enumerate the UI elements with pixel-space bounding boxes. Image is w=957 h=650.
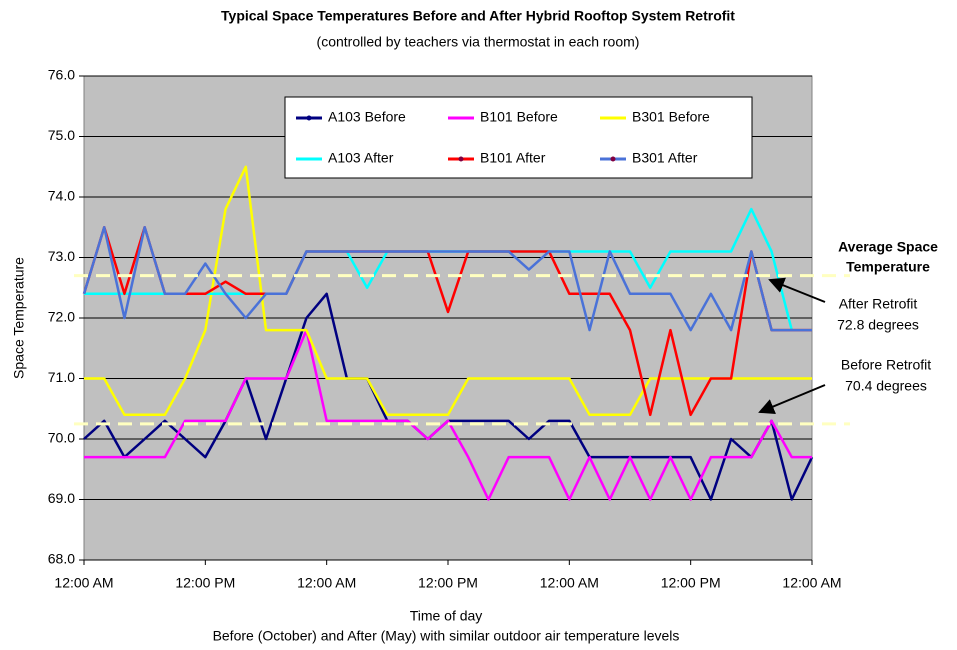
legend: A103 Before B101 Before B301 Before A103 Af… bbox=[296, 109, 710, 166]
annotation: After Retrofit bbox=[839, 296, 918, 312]
reference-lines bbox=[74, 274, 850, 426]
legend-label: A103 Before bbox=[328, 109, 406, 125]
y-tick-label: 75.0 bbox=[48, 127, 75, 143]
legend-label: B101 Before bbox=[480, 109, 558, 125]
chart-subtitle: (controlled by teachers via thermostat i… bbox=[317, 34, 640, 50]
chart-title: Typical Space Temperatures Before and Af… bbox=[221, 8, 735, 24]
y-tick-label: 69.0 bbox=[48, 490, 75, 506]
x-tick-label: 12:00 PM bbox=[418, 575, 478, 591]
x-axis-label: Time of day bbox=[410, 608, 483, 624]
x-axis-sublabel: Before (October) and After (May) with si… bbox=[213, 628, 680, 644]
annotation: Temperature bbox=[846, 259, 930, 275]
x-tick-label: 12:00 AM bbox=[540, 575, 599, 591]
annotation: 72.8 degrees bbox=[837, 317, 919, 333]
series-line bbox=[84, 328, 812, 501]
annotations: Average Space Temperature After Retrofit 72… bbox=[837, 239, 938, 394]
x-tick-label: 12:00 AM bbox=[54, 575, 113, 591]
y-tick-label: 72.0 bbox=[48, 309, 75, 325]
series-line bbox=[82, 226, 812, 417]
y-axis-label: Space Temperature bbox=[11, 257, 27, 379]
series-line bbox=[82, 226, 812, 332]
legend-label: B301 Before bbox=[632, 109, 710, 125]
legend-label: B101 After bbox=[480, 150, 546, 166]
legend-marker bbox=[306, 115, 312, 121]
legend-label: B301 After bbox=[632, 150, 698, 166]
x-tick-label: 12:00 AM bbox=[297, 575, 356, 591]
legend-box bbox=[284, 96, 753, 179]
arrow bbox=[758, 384, 826, 415]
y-tick-label: 74.0 bbox=[48, 188, 75, 204]
y-tick-label: 76.0 bbox=[48, 67, 75, 83]
legend-label: A103 After bbox=[328, 150, 394, 166]
annotation: 70.4 degrees bbox=[845, 378, 927, 394]
y-tick-label: 68.0 bbox=[48, 551, 75, 567]
arrow bbox=[768, 277, 826, 303]
annotation: Average Space bbox=[838, 239, 938, 255]
y-tick-label: 73.0 bbox=[48, 248, 75, 264]
annotation: Before Retrofit bbox=[841, 357, 931, 373]
x-tick-label: 12:00 PM bbox=[661, 575, 721, 591]
legend-marker bbox=[458, 156, 464, 162]
y-tick-label: 70.0 bbox=[48, 430, 75, 446]
legend-marker bbox=[610, 156, 616, 162]
y-tick-label: 71.0 bbox=[48, 369, 75, 385]
x-tick-label: 12:00 PM bbox=[175, 575, 235, 591]
x-tick-label: 12:00 AM bbox=[782, 575, 841, 591]
series-line bbox=[84, 165, 812, 417]
lines bbox=[82, 165, 814, 501]
